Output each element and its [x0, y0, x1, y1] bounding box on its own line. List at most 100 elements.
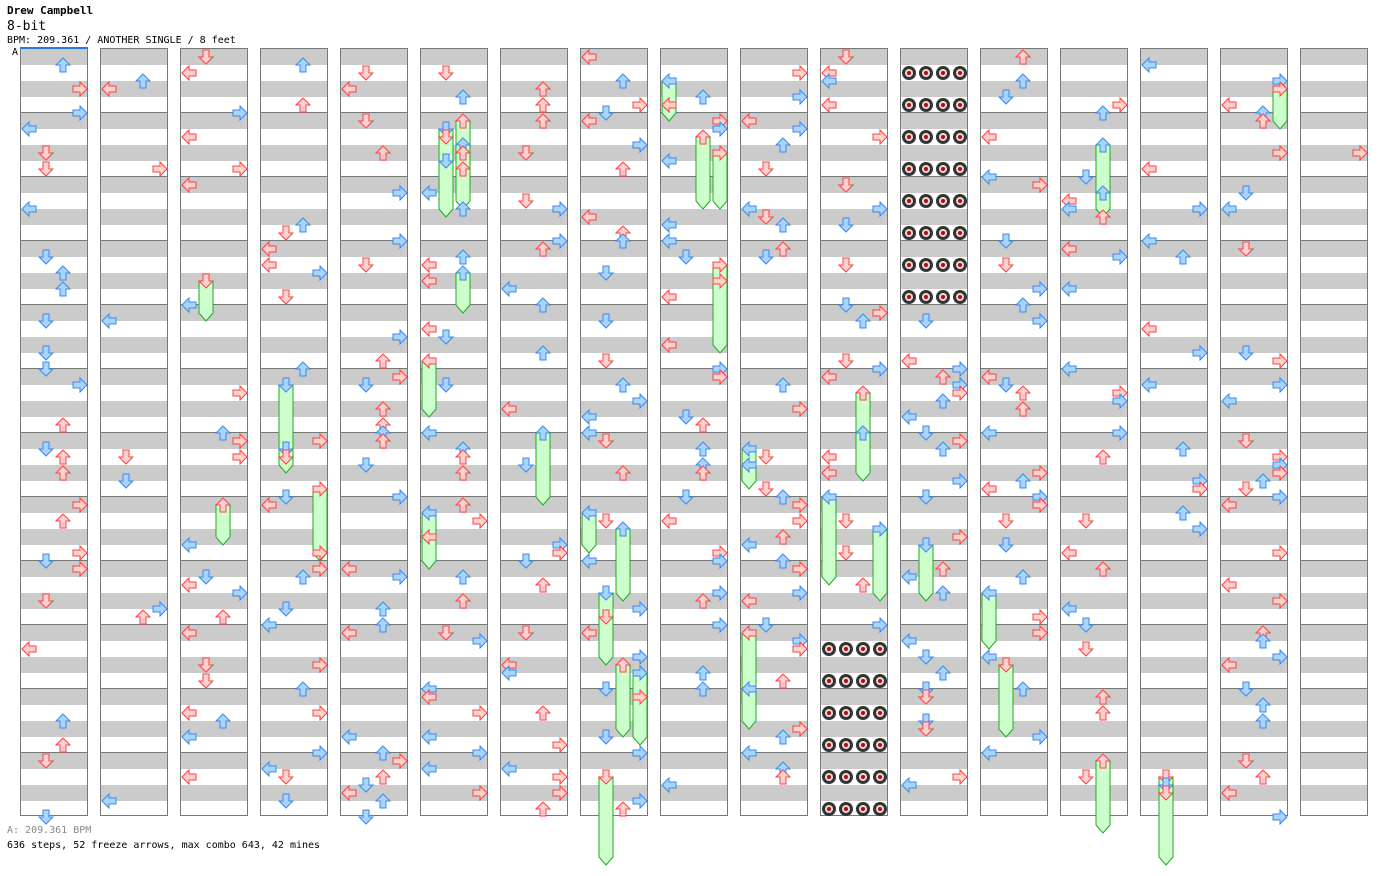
right-arrow-icon — [312, 744, 328, 762]
left-arrow-icon — [1061, 600, 1077, 618]
chart-column — [980, 48, 1048, 816]
right-arrow-icon — [1032, 496, 1048, 514]
down-arrow-icon — [917, 537, 935, 553]
measure-line — [741, 560, 807, 561]
left-arrow-icon — [581, 112, 597, 130]
freeze-arrow — [615, 528, 631, 602]
chart-column — [20, 48, 88, 825]
mine-icon — [902, 290, 916, 304]
measure-line — [821, 240, 887, 241]
freeze-arrow — [981, 592, 997, 650]
left-arrow-icon — [421, 272, 437, 290]
up-arrow-icon — [534, 577, 552, 593]
right-arrow-icon — [472, 512, 488, 530]
measure-line — [1301, 688, 1367, 689]
measure-line — [21, 432, 87, 433]
down-arrow-icon — [597, 433, 615, 449]
left-arrow-icon — [261, 240, 277, 258]
left-arrow-icon — [661, 96, 677, 114]
measure-line — [1141, 304, 1207, 305]
chart-column — [660, 48, 728, 816]
right-arrow-icon — [632, 688, 648, 706]
left-arrow-icon — [741, 536, 757, 554]
down-arrow-icon — [437, 153, 455, 169]
mine-icon — [953, 226, 967, 240]
right-arrow-icon — [952, 472, 968, 490]
down-arrow-icon — [37, 249, 55, 265]
left-arrow-icon — [421, 728, 437, 746]
down-arrow-icon — [757, 209, 775, 225]
measure-line — [501, 368, 567, 369]
left-arrow-icon — [181, 704, 197, 722]
up-arrow-icon — [614, 657, 632, 673]
measure-line — [21, 496, 87, 497]
measure-line — [661, 624, 727, 625]
up-arrow-icon — [854, 385, 872, 401]
measure-line — [101, 688, 167, 689]
freeze-arrow — [1095, 144, 1111, 218]
measure-line — [1061, 240, 1127, 241]
down-arrow-icon — [277, 769, 295, 785]
measure-line — [661, 368, 727, 369]
up-arrow-icon — [54, 281, 72, 297]
up-arrow-icon — [1094, 449, 1112, 465]
mine-icon — [839, 738, 853, 752]
measure-line — [101, 176, 167, 177]
down-arrow-icon — [277, 377, 295, 393]
measure-line — [421, 432, 487, 433]
measure-line — [901, 624, 967, 625]
left-arrow-icon — [181, 176, 197, 194]
up-arrow-icon — [1254, 473, 1272, 489]
measure-line — [821, 368, 887, 369]
right-arrow-icon — [232, 104, 248, 122]
up-arrow-icon — [614, 233, 632, 249]
right-arrow-icon — [472, 632, 488, 650]
measure-line — [1061, 112, 1127, 113]
left-arrow-icon — [181, 624, 197, 642]
measure-line — [421, 176, 487, 177]
down-arrow-icon — [997, 537, 1015, 553]
mine-icon — [839, 674, 853, 688]
down-arrow-icon — [837, 513, 855, 529]
up-arrow-icon — [614, 73, 632, 89]
measure-line — [1061, 752, 1127, 753]
measure-line — [501, 432, 567, 433]
measure-line — [981, 560, 1047, 561]
measure-line — [341, 560, 407, 561]
up-arrow-icon — [694, 89, 712, 105]
right-arrow-icon — [1032, 608, 1048, 626]
right-arrow-icon — [792, 64, 808, 82]
up-arrow-icon — [934, 441, 952, 457]
measure-line — [1061, 688, 1127, 689]
up-arrow-icon — [1254, 633, 1272, 649]
up-arrow-icon — [774, 553, 792, 569]
measure-line — [821, 496, 887, 497]
right-arrow-icon — [1272, 464, 1288, 482]
up-arrow-icon — [1094, 705, 1112, 721]
right-arrow-icon — [1112, 424, 1128, 442]
right-arrow-icon — [712, 144, 728, 162]
up-arrow-icon — [454, 265, 472, 281]
down-arrow-icon — [37, 145, 55, 161]
down-arrow-icon — [997, 513, 1015, 529]
up-arrow-icon — [614, 465, 632, 481]
up-arrow-icon — [774, 241, 792, 257]
down-arrow-icon — [197, 657, 215, 673]
down-arrow-icon — [997, 657, 1015, 673]
measure-line — [661, 112, 727, 113]
right-arrow-icon — [1032, 312, 1048, 330]
up-arrow-icon — [454, 201, 472, 217]
right-arrow-icon — [1272, 592, 1288, 610]
right-arrow-icon — [552, 768, 568, 786]
left-arrow-icon — [341, 624, 357, 642]
down-arrow-icon — [917, 313, 935, 329]
down-arrow-icon — [757, 481, 775, 497]
down-arrow-icon — [917, 489, 935, 505]
right-arrow-icon — [792, 512, 808, 530]
down-arrow-icon — [437, 377, 455, 393]
right-arrow-icon — [72, 80, 88, 98]
left-arrow-icon — [741, 456, 757, 474]
measure-line — [261, 368, 327, 369]
up-arrow-icon — [854, 577, 872, 593]
left-arrow-icon — [981, 480, 997, 498]
